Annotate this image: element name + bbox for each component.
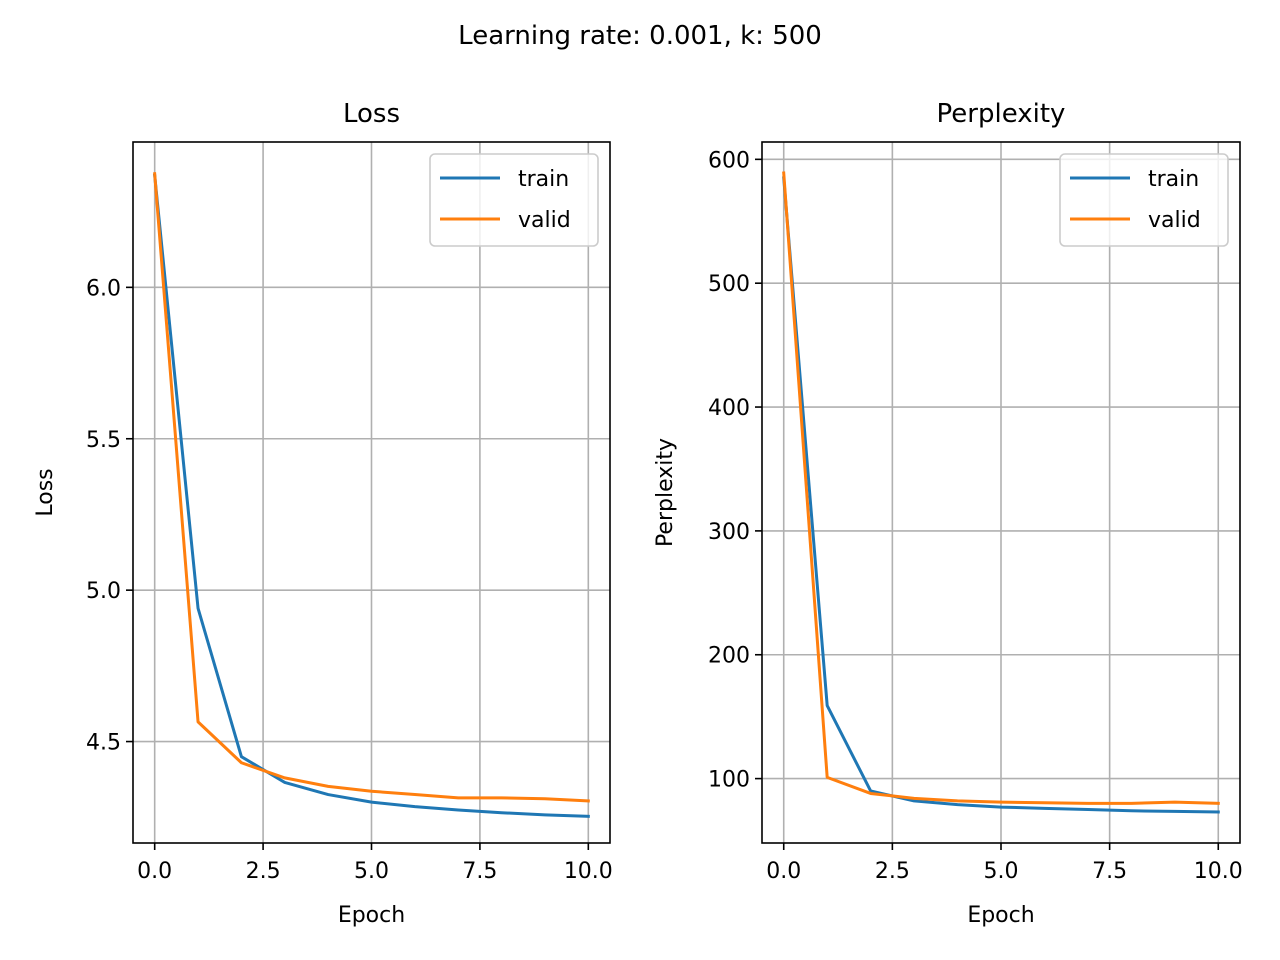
perplexity-y-tick-label: 100 [708, 768, 750, 793]
perplexity-series-valid-line [782, 171, 1220, 805]
loss-y-tick-label: 6.0 [86, 276, 121, 301]
perplexity-x-tick-label: 7.5 [1092, 859, 1127, 884]
loss-series-valid-line [153, 172, 590, 803]
perplexity-x-tick-label: 10.0 [1194, 859, 1243, 884]
loss-y-axis-label: Loss [33, 468, 58, 516]
perplexity-legend-box [1059, 153, 1229, 247]
perplexity-y-tick-label: 600 [708, 148, 750, 173]
perplexity-axes-title: Perplexity [937, 99, 1066, 129]
perplexity-legend-train-label: train [1148, 167, 1199, 192]
perplexity-x-tick-label: 2.5 [875, 859, 910, 884]
perplexity-x-axis-label: Epoch [967, 903, 1034, 928]
perplexity-y-tick-label: 300 [708, 520, 750, 545]
loss-x-tick-label: 0.0 [137, 859, 172, 884]
perplexity-panel: 0.0 2.5 5.0 7.5 10.0 100 200 300 400 500 600 Perple… [653, 99, 1243, 928]
loss-y-tick-label: 5.0 [86, 579, 121, 604]
loss-x-tick-label: 7.5 [462, 859, 497, 884]
loss-legend-valid-label: valid [518, 208, 571, 233]
loss-x-tick-label: 5.0 [354, 859, 389, 884]
perplexity-y-tick-label: 400 [708, 396, 750, 421]
loss-legend-train-label: train [518, 167, 569, 192]
loss-y-tick-label: 4.5 [86, 731, 121, 756]
loss-x-tick-label: 2.5 [246, 859, 281, 884]
perplexity-legend-valid-label: valid [1148, 208, 1201, 233]
figure-suptitle: Learning rate: 0.001, k: 500 [458, 21, 822, 51]
loss-legend: train valid [429, 153, 599, 247]
loss-x-tick-label: 10.0 [564, 859, 613, 884]
loss-y-tick-label: 5.5 [86, 428, 121, 453]
loss-panel: 0.0 2.5 5.0 7.5 10.0 4.5 5.0 5.5 6.0 Loss Epoch Los… [33, 99, 613, 928]
perplexity-series-train-line [782, 176, 1220, 814]
loss-axes-title: Loss [343, 99, 400, 129]
perplexity-legend: train valid [1059, 153, 1229, 247]
perplexity-x-tick-label: 0.0 [766, 859, 801, 884]
loss-series-train-line [153, 173, 590, 818]
perplexity-y-tick-label: 500 [708, 272, 750, 297]
loss-x-axis-label: Epoch [338, 903, 405, 928]
loss-legend-box [429, 153, 599, 247]
perplexity-y-axis-label: Perplexity [653, 438, 678, 547]
perplexity-y-tick-label: 200 [708, 644, 750, 669]
perplexity-x-tick-label: 5.0 [984, 859, 1019, 884]
